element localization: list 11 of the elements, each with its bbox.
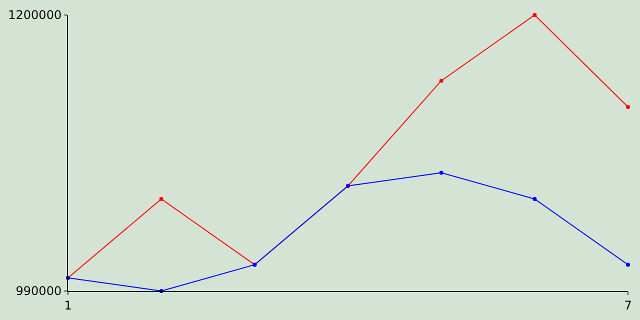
y-tick-label: 1200000 — [8, 8, 62, 22]
y-tick-label: 990000 — [16, 284, 62, 298]
point — [439, 78, 444, 83]
point — [626, 105, 630, 109]
point — [159, 197, 164, 201]
x-tick-label: 7 — [624, 298, 632, 312]
point — [439, 170, 444, 175]
point — [532, 13, 537, 17]
point — [626, 262, 630, 267]
x-tick-label: 1 — [64, 298, 72, 312]
point — [532, 197, 537, 201]
